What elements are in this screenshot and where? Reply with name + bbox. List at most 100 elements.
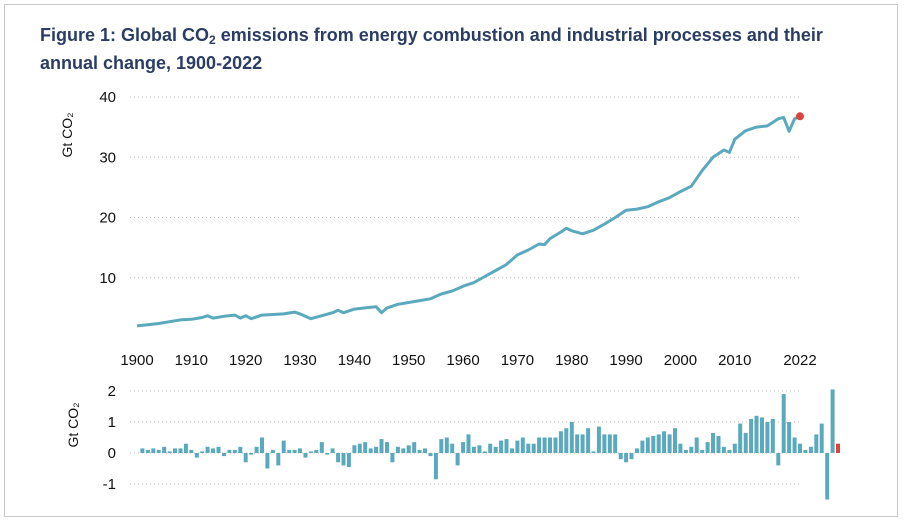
bottom-y-tick-label: 1 xyxy=(108,414,116,431)
annual-change-bar xyxy=(548,437,552,453)
figure-frame xyxy=(4,4,898,517)
annual-change-bar xyxy=(189,449,194,453)
annual-change-bar xyxy=(542,437,547,453)
annual-change-bar xyxy=(526,443,531,453)
x-ticks: 1900 1910 1920 1930 1940 1950 1960 1970 1980 1990… xyxy=(120,352,816,369)
annual-change-bar xyxy=(417,449,422,453)
annual-change-bar xyxy=(270,449,275,453)
top-y-axis-label: Gt CO₂ xyxy=(59,112,75,157)
annual-change-bar xyxy=(613,434,618,453)
annual-change-bar xyxy=(830,389,835,453)
annual-change-bar xyxy=(629,453,634,460)
annual-change-bar xyxy=(787,422,792,453)
annual-change-bar xyxy=(705,442,710,453)
annual-change-bar xyxy=(618,453,623,460)
annual-change-bar xyxy=(760,417,764,453)
annual-change-bar xyxy=(738,423,743,453)
annual-change-bar xyxy=(510,448,514,453)
annual-change-bar xyxy=(564,428,569,453)
annual-change-bar xyxy=(461,442,466,453)
annual-change-bar xyxy=(145,449,150,453)
annual-change-bar xyxy=(303,453,308,458)
annual-change-bar xyxy=(227,449,232,453)
annual-change-bar xyxy=(439,439,444,454)
top-y-tick-label: 40 xyxy=(99,89,116,106)
annual-change-bar xyxy=(444,437,449,453)
annual-change-bar xyxy=(504,439,509,454)
annual-change-bar xyxy=(243,453,248,463)
annual-change-bar xyxy=(743,432,748,454)
annual-change-bar xyxy=(711,432,715,454)
annual-change-bar xyxy=(249,453,254,455)
annual-change-bar xyxy=(232,449,237,453)
x-tick-label: 1970 xyxy=(501,352,534,369)
top-y-tick-label: 20 xyxy=(99,210,116,227)
annual-change-bar xyxy=(662,431,667,453)
annual-change-bar xyxy=(357,443,362,453)
annual-change-bar xyxy=(635,448,639,453)
top-y-tick-label: 10 xyxy=(99,270,116,287)
figure-title: Figure 1: Global CO2 emissions from ener… xyxy=(40,25,823,73)
bottom-y-tick-label: 0 xyxy=(108,445,116,462)
x-tick-label: 1950 xyxy=(392,352,425,369)
annual-change-bar xyxy=(395,446,400,453)
annual-change-bar xyxy=(156,449,161,453)
annual-change-bar xyxy=(792,437,797,453)
annual-change-bar xyxy=(140,448,145,453)
annual-change-bar xyxy=(814,434,819,453)
annual-change-bar xyxy=(260,437,264,453)
annual-change-bar xyxy=(374,446,379,453)
annual-change-bar xyxy=(173,448,177,453)
annual-change-bar xyxy=(825,453,830,500)
annual-change-bar xyxy=(727,449,732,453)
highlight-point-2022 xyxy=(796,112,804,121)
annual-change-bar xyxy=(314,449,319,453)
annual-change-bar xyxy=(721,446,726,453)
annual-change-bar xyxy=(754,415,759,453)
annual-change-bar xyxy=(716,435,721,453)
annual-change-bar xyxy=(596,426,601,453)
annual-change-bar xyxy=(569,422,574,453)
annual-change-bar xyxy=(330,448,335,453)
annual-change-bar xyxy=(298,448,302,453)
annual-change-bar xyxy=(493,446,498,453)
annual-change-bar xyxy=(499,440,504,453)
annual-change-bar xyxy=(276,453,281,466)
annual-change-bar xyxy=(466,434,471,453)
top-y-tick-label: 30 xyxy=(99,149,116,166)
bottom-y-ticks: 2 1 0 -1 xyxy=(103,383,116,493)
annual-change-bar xyxy=(162,446,167,453)
x-tick-label: 1930 xyxy=(283,352,316,369)
annual-change-bar xyxy=(488,443,493,453)
annual-change-bar xyxy=(390,453,395,463)
annual-change-bar xyxy=(537,437,542,453)
annual-change-bar xyxy=(645,437,650,453)
annual-change-bar xyxy=(656,434,661,453)
annual-change-bar xyxy=(575,434,580,453)
x-tick-label: 1960 xyxy=(446,352,479,369)
x-tick-label: 1980 xyxy=(555,352,588,369)
annual-change-bar xyxy=(341,453,346,466)
annual-change-bar xyxy=(477,445,482,454)
annual-change-bar xyxy=(678,443,683,453)
x-tick-label: 2010 xyxy=(718,352,751,369)
annual-change-bar xyxy=(178,448,183,453)
x-tick-label: 1940 xyxy=(338,352,371,369)
top-y-ticks: 10 20 30 40 xyxy=(99,89,116,287)
annual-change-bar xyxy=(689,446,694,453)
annual-change-bar xyxy=(450,443,455,453)
annual-change-bar xyxy=(346,453,351,467)
annual-change-bar xyxy=(640,440,645,453)
annual-change-bar xyxy=(770,418,775,453)
annual-change-bar xyxy=(520,437,525,453)
annual-change-bar xyxy=(515,440,520,453)
annual-change-bar xyxy=(808,446,813,453)
annual-change-bar xyxy=(455,453,460,466)
annual-change-bar xyxy=(319,442,324,453)
annual-change-bar xyxy=(265,453,270,469)
x-tick-label: 1910 xyxy=(175,352,208,369)
annual-change-bar xyxy=(336,453,341,463)
annual-change-bar xyxy=(798,443,802,453)
annual-change-bar xyxy=(211,448,216,453)
